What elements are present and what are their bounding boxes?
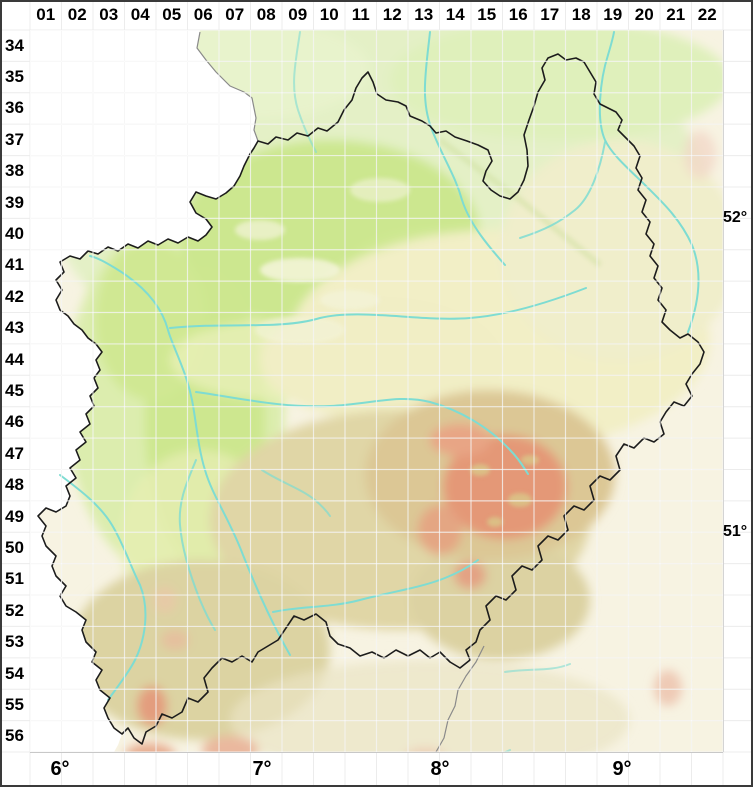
river-sieg <box>272 559 479 613</box>
column-label-20: 20 <box>634 5 654 24</box>
row-label-36: 36 <box>5 98 24 118</box>
column-label-01: 01 <box>36 5 56 24</box>
river-lippe <box>169 287 587 329</box>
river-rhine <box>89 255 291 656</box>
column-label-17: 17 <box>540 5 560 24</box>
column-label-10: 10 <box>319 5 339 24</box>
grid-lines-map <box>30 30 723 752</box>
row-label-42: 42 <box>5 286 24 306</box>
river-erft <box>178 459 216 631</box>
column-label-14: 14 <box>445 5 465 24</box>
row-label-43: 43 <box>5 318 24 338</box>
river-vechte <box>293 31 317 153</box>
column-label-16: 16 <box>508 5 528 24</box>
row-label-41: 41 <box>5 255 24 275</box>
column-label-03: 03 <box>99 5 119 24</box>
row-label-40: 40 <box>5 224 24 244</box>
latitude-label-52°: 52° <box>723 209 748 226</box>
latitude-label-51°: 51° <box>723 523 748 540</box>
terrain-relief <box>50 30 723 752</box>
row-label-55: 55 <box>5 694 24 714</box>
column-label-07: 07 <box>225 5 245 24</box>
river-wupper <box>261 469 331 517</box>
row-label-54: 54 <box>5 663 24 683</box>
river-rur <box>59 474 147 701</box>
row-label-47: 47 <box>5 443 24 463</box>
longitude-label-7°: 7° <box>252 758 272 780</box>
longitude-label-8°: 8° <box>430 758 450 780</box>
column-label-09: 09 <box>288 5 308 24</box>
river-ruhr <box>195 391 529 475</box>
column-label-19: 19 <box>603 5 623 24</box>
rivers <box>59 31 700 752</box>
row-label-48: 48 <box>5 475 24 495</box>
river-eder <box>504 663 571 673</box>
longitude-label-6°: 6° <box>50 758 70 780</box>
row-label-49: 49 <box>5 506 24 526</box>
row-label-50: 50 <box>5 537 24 557</box>
row-label-37: 37 <box>5 129 24 149</box>
column-label-13: 13 <box>414 5 434 24</box>
row-label-56: 56 <box>5 726 24 746</box>
column-label-04: 04 <box>130 5 150 24</box>
column-label-05: 05 <box>162 5 182 24</box>
river-weser <box>598 31 700 333</box>
column-label-06: 06 <box>193 5 213 24</box>
longitude-label-9°: 9° <box>612 758 632 780</box>
column-label-12: 12 <box>382 5 402 24</box>
column-label-02: 02 <box>67 5 87 24</box>
river-ems <box>423 31 506 266</box>
row-label-51: 51 <box>5 569 24 589</box>
outside-mask-netherlands <box>30 30 258 752</box>
river-werre <box>519 141 606 239</box>
row-label-53: 53 <box>5 632 24 652</box>
row-label-39: 39 <box>5 192 24 212</box>
row-label-44: 44 <box>5 349 24 369</box>
row-label-45: 45 <box>5 381 24 400</box>
column-label-08: 08 <box>256 5 276 24</box>
terrain-detail <box>235 137 602 527</box>
column-label-11: 11 <box>351 5 370 24</box>
row-label-35: 35 <box>5 67 24 87</box>
column-label-15: 15 <box>477 5 497 24</box>
column-label-22: 22 <box>697 5 717 24</box>
column-label-21: 21 <box>666 5 686 24</box>
row-label-38: 38 <box>5 161 24 181</box>
row-label-52: 52 <box>5 600 24 620</box>
row-label-46: 46 <box>5 412 24 432</box>
row-label-34: 34 <box>5 35 24 55</box>
column-label-18: 18 <box>571 5 591 24</box>
